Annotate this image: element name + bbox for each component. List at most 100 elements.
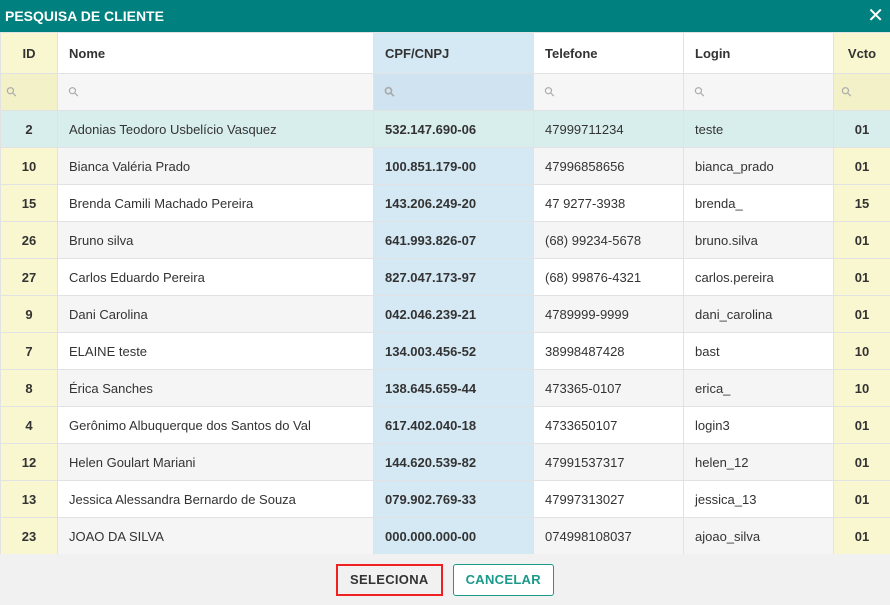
table-row[interactable]: 8 Érica Sanches 138.645.659-44 473365-0107 e… xyxy=(0,369,890,407)
cell-telefone: (68) 99876-4321 xyxy=(533,258,684,296)
table-row[interactable]: 2 Adonias Teodoro Usbelício Vasquez 532.14… xyxy=(0,110,890,148)
cell-nome: Brenda Camili Machado Pereira xyxy=(57,184,374,222)
cell-telefone: 47991537317 xyxy=(533,443,684,481)
search-icon: ⚲ xyxy=(837,82,856,101)
cell-id: 12 xyxy=(0,443,58,481)
cell-cpf: 617.402.040-18 xyxy=(373,406,534,444)
column-header-cpf[interactable]: CPF/CNPJ xyxy=(373,32,534,74)
filter-vcto[interactable]: ⚲ xyxy=(833,73,890,111)
cell-cpf: 641.993.826-07 xyxy=(373,221,534,259)
cancelar-button[interactable]: CANCELAR xyxy=(452,563,554,596)
table-row[interactable]: 4 Gerônimo Albuquerque dos Santos do Val 6… xyxy=(0,406,890,444)
cell-nome: Gerônimo Albuquerque dos Santos do Val xyxy=(57,406,374,444)
cell-nome: Bruno silva xyxy=(57,221,374,259)
filter-login[interactable]: ⚲ xyxy=(683,73,834,111)
cell-telefone: 38998487428 xyxy=(533,332,684,370)
cell-cpf: 532.147.690-06 xyxy=(373,110,534,148)
cell-id: 2 xyxy=(0,110,58,148)
cell-vcto: 10 xyxy=(833,332,890,370)
cell-telefone: 4789999-9999 xyxy=(533,295,684,333)
header-row: ID Nome CPF/CNPJ Telefone Login Vcto xyxy=(0,32,890,74)
cell-vcto: 01 xyxy=(833,480,890,518)
cell-telefone: 4733650107 xyxy=(533,406,684,444)
column-header-nome[interactable]: Nome xyxy=(57,32,374,74)
cell-telefone: (68) 99234-5678 xyxy=(533,221,684,259)
table-row[interactable]: 23 JOAO DA SILVA 000.000.000-00 07499810803… xyxy=(0,517,890,555)
cell-vcto: 01 xyxy=(833,517,890,555)
cell-telefone: 47997313027 xyxy=(533,480,684,518)
seleciona-button[interactable]: SELECIONA xyxy=(336,563,443,596)
cell-login: jessica_13 xyxy=(683,480,834,518)
cell-nome: Helen Goulart Mariani xyxy=(57,443,374,481)
cell-id: 7 xyxy=(0,332,58,370)
cell-nome: Érica Sanches xyxy=(57,369,374,407)
table-row[interactable]: 9 Dani Carolina 042.046.239-21 4789999-9999… xyxy=(0,295,890,333)
cell-telefone: 47 9277-3938 xyxy=(533,184,684,222)
column-header-vcto[interactable]: Vcto xyxy=(833,32,890,74)
cell-nome: Adonias Teodoro Usbelício Vasquez xyxy=(57,110,374,148)
cell-cpf: 134.003.456-52 xyxy=(373,332,534,370)
cell-login: bruno.silva xyxy=(683,221,834,259)
cell-nome: JOAO DA SILVA xyxy=(57,517,374,555)
cell-id: 9 xyxy=(0,295,58,333)
close-icon[interactable]: ✕ xyxy=(867,5,884,27)
cell-login: bast xyxy=(683,332,834,370)
cell-vcto: 01 xyxy=(833,221,890,259)
cell-login: ajoao_silva xyxy=(683,517,834,555)
table-row[interactable]: 15 Brenda Camili Machado Pereira 143.206.2… xyxy=(0,184,890,222)
table-row[interactable]: 7 ELAINE teste 134.003.456-52 38998487428 ba… xyxy=(0,332,890,370)
cell-cpf: 100.851.179-00 xyxy=(373,147,534,185)
column-header-login[interactable]: Login xyxy=(683,32,834,74)
cell-cpf: 000.000.000-00 xyxy=(373,517,534,555)
cell-nome: Carlos Eduardo Pereira xyxy=(57,258,374,296)
search-icon: ⚲ xyxy=(64,82,83,101)
cell-nome: Dani Carolina xyxy=(57,295,374,333)
cell-vcto: 01 xyxy=(833,295,890,333)
column-header-id[interactable]: ID xyxy=(0,32,58,74)
cell-login: bianca_prado xyxy=(683,147,834,185)
cell-id: 4 xyxy=(0,406,58,444)
cell-login: teste xyxy=(683,110,834,148)
filter-telefone[interactable]: ⚲ xyxy=(533,73,684,111)
client-table: ID Nome CPF/CNPJ Telefone Login Vcto ⚲ ⚲… xyxy=(0,32,890,555)
cell-telefone: 47996858656 xyxy=(533,147,684,185)
cell-id: 23 xyxy=(0,517,58,555)
cell-login: dani_carolina xyxy=(683,295,834,333)
search-icon: ⚲ xyxy=(690,82,709,101)
cell-id: 27 xyxy=(0,258,58,296)
table-row[interactable]: 12 Helen Goulart Mariani 144.620.539-82 479… xyxy=(0,443,890,481)
cell-telefone: 473365-0107 xyxy=(533,369,684,407)
cell-telefone: 074998108037 xyxy=(533,517,684,555)
table-row[interactable]: 26 Bruno silva 641.993.826-07 (68) 99234-56… xyxy=(0,221,890,259)
table-row[interactable]: 13 Jessica Alessandra Bernardo de Souza 07… xyxy=(0,480,890,518)
table-row[interactable]: 27 Carlos Eduardo Pereira 827.047.173-97 (6… xyxy=(0,258,890,296)
filter-row: ⚲ ⚲ ⚲ ⚲ ⚲ ⚲ xyxy=(0,73,890,111)
cell-cpf: 144.620.539-82 xyxy=(373,443,534,481)
cell-login: helen_12 xyxy=(683,443,834,481)
cell-vcto: 01 xyxy=(833,110,890,148)
cell-telefone: 47999711234 xyxy=(533,110,684,148)
search-icon: ⚲ xyxy=(380,82,399,101)
filter-nome[interactable]: ⚲ xyxy=(57,73,374,111)
search-icon: ⚲ xyxy=(2,82,21,101)
cell-login: erica_ xyxy=(683,369,834,407)
cell-id: 26 xyxy=(0,221,58,259)
cell-cpf: 138.645.659-44 xyxy=(373,369,534,407)
cell-nome: Bianca Valéria Prado xyxy=(57,147,374,185)
dialog-title: PESQUISA DE CLIENTE xyxy=(5,8,164,24)
filter-cpf[interactable]: ⚲ xyxy=(373,73,534,111)
cell-cpf: 143.206.249-20 xyxy=(373,184,534,222)
cell-id: 8 xyxy=(0,369,58,407)
filter-id[interactable]: ⚲ xyxy=(0,73,58,111)
cell-vcto: 01 xyxy=(833,443,890,481)
dialog-titlebar: PESQUISA DE CLIENTE ✕ xyxy=(0,0,890,32)
cell-nome: ELAINE teste xyxy=(57,332,374,370)
cell-id: 10 xyxy=(0,147,58,185)
column-header-telefone[interactable]: Telefone xyxy=(533,32,684,74)
cell-cpf: 827.047.173-97 xyxy=(373,258,534,296)
cell-id: 15 xyxy=(0,184,58,222)
cell-login: brenda_ xyxy=(683,184,834,222)
cell-vcto: 10 xyxy=(833,369,890,407)
table-row[interactable]: 10 Bianca Valéria Prado 100.851.179-00 4799… xyxy=(0,147,890,185)
cell-vcto: 01 xyxy=(833,258,890,296)
